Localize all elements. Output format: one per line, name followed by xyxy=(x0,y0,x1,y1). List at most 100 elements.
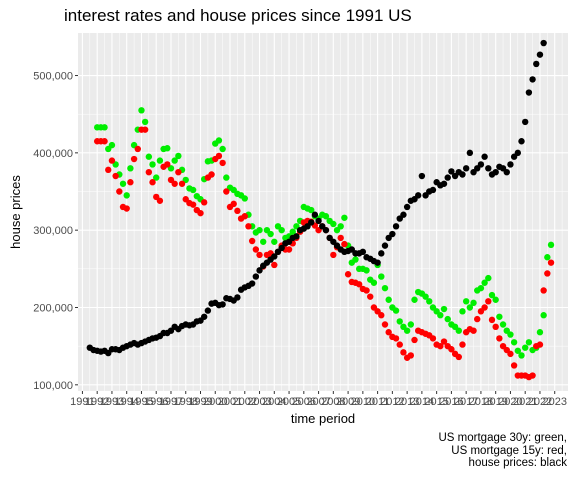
data-point-series-0 xyxy=(307,206,315,214)
data-point-series-0 xyxy=(123,192,130,199)
data-point-series-1 xyxy=(200,199,208,206)
data-point-series-1 xyxy=(355,281,363,288)
data-point-series-2 xyxy=(378,250,385,257)
data-point-series-1 xyxy=(164,161,171,168)
data-point-series-2 xyxy=(315,217,322,225)
data-point-series-1 xyxy=(529,372,536,379)
data-point-series-2 xyxy=(200,313,208,320)
y-tick-label: 300,000 xyxy=(33,225,73,237)
data-point-series-2 xyxy=(234,294,241,301)
data-point-series-1 xyxy=(219,159,226,167)
data-point-series-0 xyxy=(444,315,451,323)
data-point-series-1 xyxy=(507,350,514,358)
data-point-series-1 xyxy=(108,157,116,164)
data-point-series-2 xyxy=(485,165,492,172)
data-point-series-2 xyxy=(481,153,488,160)
data-point-series-1 xyxy=(440,338,448,345)
data-point-series-0 xyxy=(164,145,171,152)
data-point-series-0 xyxy=(223,174,230,181)
data-point-series-0 xyxy=(426,298,433,305)
x-tick-label: 1993 xyxy=(100,396,124,408)
data-point-series-1 xyxy=(149,179,156,186)
data-point-series-2 xyxy=(448,168,455,175)
data-point-series-2 xyxy=(389,230,396,238)
data-point-series-1 xyxy=(341,240,348,248)
x-tick-label: 1996 xyxy=(144,396,168,408)
x-tick-label: 1992 xyxy=(85,396,109,408)
data-point-series-0 xyxy=(462,298,470,305)
data-point-series-0 xyxy=(189,186,197,194)
x-tick-label: 1999 xyxy=(188,396,212,408)
data-point-series-1 xyxy=(400,349,407,356)
data-points xyxy=(86,39,555,381)
x-tick-label: 2023 xyxy=(542,396,566,408)
data-point-series-0 xyxy=(289,228,296,235)
data-point-series-0 xyxy=(547,241,555,249)
data-point-series-0 xyxy=(466,304,474,311)
data-point-series-0 xyxy=(141,118,149,126)
data-point-series-0 xyxy=(341,214,348,221)
data-point-series-0 xyxy=(278,226,285,234)
x-tick-label: 1995 xyxy=(129,396,153,408)
x-tick-label: 1998 xyxy=(173,396,197,408)
data-point-series-0 xyxy=(396,318,403,325)
data-point-series-2 xyxy=(403,203,411,211)
data-point-series-2 xyxy=(322,226,330,234)
x-tick-label: 2011 xyxy=(366,396,390,408)
data-point-series-0 xyxy=(514,347,522,354)
x-tick-label: 2013 xyxy=(395,396,419,408)
x-tick-label: 2014 xyxy=(410,396,434,408)
data-point-series-2 xyxy=(514,149,522,157)
data-point-series-0 xyxy=(544,254,551,261)
data-point-series-1 xyxy=(189,201,197,208)
data-point-series-0 xyxy=(507,331,514,338)
data-point-series-1 xyxy=(344,271,352,278)
data-point-series-0 xyxy=(271,238,278,245)
x-tick-label: 1991 xyxy=(70,396,94,408)
data-point-series-1 xyxy=(363,287,370,294)
x-tick-label: 2019 xyxy=(483,396,507,408)
data-point-series-0 xyxy=(521,344,529,351)
data-point-series-1 xyxy=(510,362,518,369)
data-point-series-1 xyxy=(330,251,337,259)
chart-title: interest rates and house prices since 19… xyxy=(64,6,412,25)
data-point-series-1 xyxy=(156,197,164,204)
data-point-series-0 xyxy=(352,256,359,263)
data-point-series-1 xyxy=(474,315,481,323)
data-point-series-0 xyxy=(459,308,466,315)
data-point-series-2 xyxy=(466,149,474,157)
data-point-series-2 xyxy=(444,174,451,181)
data-point-series-2 xyxy=(536,51,544,58)
x-tick-label: 2003 xyxy=(247,396,271,408)
data-point-series-2 xyxy=(540,39,547,47)
data-point-series-1 xyxy=(492,323,499,331)
data-point-series-0 xyxy=(149,161,156,168)
data-point-series-1 xyxy=(134,145,141,153)
data-point-series-2 xyxy=(271,253,278,260)
y-tick-label: 400,000 xyxy=(33,148,73,160)
x-tick-label: 2017 xyxy=(454,396,478,408)
data-point-series-1 xyxy=(385,329,392,336)
data-point-series-0 xyxy=(485,274,492,282)
data-point-series-1 xyxy=(178,180,186,187)
data-point-series-0 xyxy=(496,313,503,320)
data-point-series-1 xyxy=(437,342,444,350)
data-point-series-0 xyxy=(153,174,160,181)
x-tick-label: 2020 xyxy=(498,396,522,408)
data-point-series-0 xyxy=(256,226,263,234)
data-point-series-1 xyxy=(223,188,230,195)
data-point-series-0 xyxy=(145,153,153,160)
data-point-series-2 xyxy=(521,118,529,126)
data-point-series-0 xyxy=(470,299,477,307)
data-point-series-0 xyxy=(407,321,415,328)
data-point-series-1 xyxy=(455,353,462,361)
data-point-series-2 xyxy=(252,273,260,280)
data-point-series-1 xyxy=(171,180,178,187)
data-point-series-0 xyxy=(175,152,182,160)
data-point-series-0 xyxy=(370,279,378,286)
data-point-series-0 xyxy=(499,321,507,328)
data-point-series-1 xyxy=(285,246,293,253)
x-tick-label: 2002 xyxy=(233,396,257,408)
data-point-series-0 xyxy=(455,327,462,334)
data-point-series-0 xyxy=(363,267,370,274)
